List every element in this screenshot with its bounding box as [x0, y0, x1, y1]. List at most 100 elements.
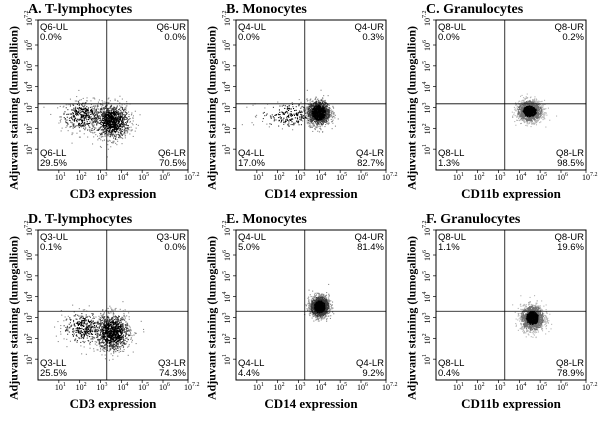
panel-a-event-dot [85, 123, 87, 125]
panel-a-event-dot [110, 134, 112, 136]
panel-a-event-dot [102, 125, 104, 127]
panel-a-event-dot [118, 119, 120, 121]
panel-b-event-dot [309, 110, 311, 112]
panel-d-event-dot [68, 331, 70, 333]
panel-d-event-dot [70, 325, 72, 327]
panel-c-event-dot [517, 102, 519, 104]
panel-a-event-dot [67, 109, 69, 111]
panel-a-event-dot [120, 110, 122, 112]
panel-b-event-dot [281, 105, 283, 107]
panel-d-event-dot [85, 353, 87, 355]
panel-d-event-dot [81, 320, 83, 322]
panel-a-event-dot [69, 103, 71, 105]
panel-a-event-dot [99, 132, 101, 134]
panel-b-event-dot [323, 117, 325, 119]
panel-c-event-dot [526, 97, 528, 99]
panel-c-event-dot [531, 120, 533, 122]
panel-a-event-dot [80, 125, 82, 127]
panel-c-event-dot [530, 121, 532, 123]
panel-a-event-dot [118, 124, 120, 126]
panel-b-event-dot [325, 111, 327, 113]
panel-a-event-dot [83, 127, 85, 129]
panel-c-event-dot [536, 119, 538, 121]
panel-a-event-dot [113, 128, 115, 130]
panel-d-event-dot [112, 313, 114, 315]
panel-d-event-dot [128, 312, 130, 314]
panel-d-event-dot [83, 331, 85, 333]
panel-a-event-dot [85, 127, 87, 129]
panel-a-event-dot [84, 108, 86, 110]
panel-b-event-dot [308, 105, 310, 107]
panel-d-event-dot [92, 323, 94, 325]
panel-a-event-dot [72, 125, 74, 127]
panel-b-event-dot [328, 104, 330, 106]
panel-c-event-dot [542, 119, 544, 121]
panel-a-event-dot [115, 112, 117, 114]
panel-d-event-dot [108, 319, 110, 321]
panel-a-event-dot [91, 106, 93, 108]
panel-c-event-dot [537, 105, 539, 107]
panel-c-event-dot [523, 120, 525, 122]
panel-b-event-dot [273, 117, 275, 119]
panel-b-event-dot [300, 114, 302, 116]
panel-c-event-dot [514, 109, 516, 111]
panel-c-quadrant-ur-value: 0.2% [562, 32, 584, 43]
panel-a-event-dot [102, 124, 104, 126]
panel-c-event-dot [526, 106, 528, 108]
panel-a-event-dot [116, 144, 118, 146]
panel-a-event-dot [116, 114, 118, 116]
panel-b-event-dot [314, 97, 316, 99]
panel-b-event-dot [312, 116, 314, 118]
panel-b-event-dot [293, 122, 295, 124]
panel-a-event-dot [102, 131, 104, 133]
panel-b-y-tick-label: 106 [222, 40, 232, 51]
panel-b-event-dot [316, 117, 318, 119]
panel-a-event-dot [118, 133, 120, 135]
panel-b-event-dot [323, 104, 325, 106]
panel-a-event-dot [75, 125, 77, 127]
panel-a-event-dot [96, 116, 98, 118]
panel-a-event-dot [84, 117, 86, 119]
panel-a-event-dot [119, 112, 121, 114]
panel-a-event-dot [125, 116, 127, 118]
panel-b-event-dot [318, 123, 320, 125]
panel-b-event-dot [317, 115, 319, 117]
panel-d-event-dot [66, 325, 68, 327]
panel-a-cluster-2 [78, 95, 141, 158]
panel-a-event-dot [77, 107, 79, 109]
panel-d-event-dot [83, 342, 85, 344]
panel-c-event-dot [523, 104, 525, 106]
panel-b-event-dot [326, 108, 328, 110]
panel-a-event-dot [86, 97, 88, 99]
panel-d-event-dot [113, 313, 115, 315]
panel-d-event-dot [88, 329, 90, 331]
panel-c-event-dot [528, 102, 530, 104]
panel-b-event-dot [313, 111, 315, 113]
panel-b-event-dot [311, 113, 313, 115]
panel-b-event-dot [332, 111, 334, 113]
panel-a-event-dot [79, 136, 81, 138]
panel-b-event-dot [310, 113, 312, 115]
panel-b-event-dot [313, 119, 315, 121]
panel-d-event-dot [85, 328, 87, 330]
panel-a-event-dot [105, 119, 107, 121]
panel-a-event-dot [116, 105, 118, 107]
panel-d-event-dot [86, 329, 88, 331]
panel-a-event-dot [115, 120, 117, 122]
panel-d-event-dot [65, 326, 67, 328]
panel-a-event-dot [123, 126, 125, 128]
panel-c-event-dot [544, 114, 546, 116]
panel-a-quadrant-ur-label: Q6-UR [156, 22, 186, 33]
panel-d-event-dot [95, 330, 97, 332]
panel-c-event-dot [520, 112, 522, 114]
panel-b-event-dot [327, 118, 329, 120]
panel-d-event-dot [67, 326, 69, 328]
panel-b-event-dot [251, 122, 253, 124]
panel-a-event-dot [112, 131, 114, 133]
panel-a-event-dot [108, 127, 110, 129]
panel-c-event-dot [533, 110, 535, 112]
panel-a-event-dot [108, 139, 110, 141]
panel-d-event-dot [84, 318, 86, 320]
panel-d-event-dot [114, 308, 116, 310]
panel-a-event-dot [74, 109, 76, 111]
